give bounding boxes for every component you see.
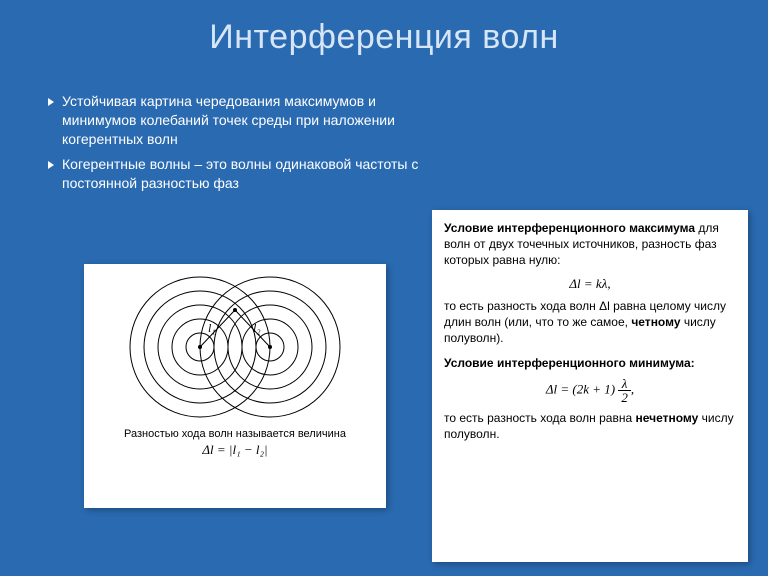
bullet-list: Устойчивая картина чередования максимумо… [48, 92, 448, 198]
max-condition-bold: Условие интерференционного максимума [444, 221, 695, 235]
min-explain-para: то есть разность хода волн равна нечетно… [444, 410, 736, 442]
left-figure-panel: l₁ l₂ Разностью хода волн называется вел… [84, 264, 386, 508]
equation-max: Δl = kλ, [444, 275, 736, 293]
figure-caption: Разностью хода волн называется величина [90, 428, 380, 440]
wave-diagram: l₁ l₂ [90, 272, 380, 422]
max-explain-para: то есть разность хода волн Δl равна цело… [444, 298, 736, 347]
eq-tail: , [631, 381, 634, 396]
frac-num: λ [618, 377, 631, 391]
min-condition-para: Условие интерференционного минимума: [444, 355, 736, 371]
txt: то есть разность хода волн равна [444, 411, 635, 425]
min-condition-bold: Условие интерференционного минимума: [444, 356, 695, 370]
frac-den: 2 [618, 391, 631, 404]
slide-title: Интерференция волн [0, 18, 768, 57]
label-l2: l₂ [253, 321, 261, 335]
list-item: Когерентные волны – это волны одинаковой… [48, 155, 448, 193]
eq-lhs: Δl = (2k + 1) [546, 381, 615, 396]
figure-formula: Δl = |l₁ − l₂| [90, 442, 380, 458]
slide: Интерференция волн Устойчивая картина че… [0, 0, 768, 576]
odd-bold: нечетному [635, 411, 698, 425]
bullet-text: Устойчивая картина чередования максимумо… [62, 93, 395, 147]
fraction: λ 2 [618, 377, 631, 404]
max-condition-para: Условие интерференционного максимума для… [444, 220, 736, 269]
equation-min: Δl = (2k + 1) λ 2 , [444, 377, 736, 404]
bullet-text: Когерентные волны – это волны одинаковой… [62, 156, 418, 191]
list-item: Устойчивая картина чередования максимумо… [48, 92, 448, 149]
right-text-panel: Условие интерференционного максимума для… [432, 210, 748, 562]
label-l1: l₁ [208, 321, 216, 335]
even-bold: четному [631, 315, 680, 329]
